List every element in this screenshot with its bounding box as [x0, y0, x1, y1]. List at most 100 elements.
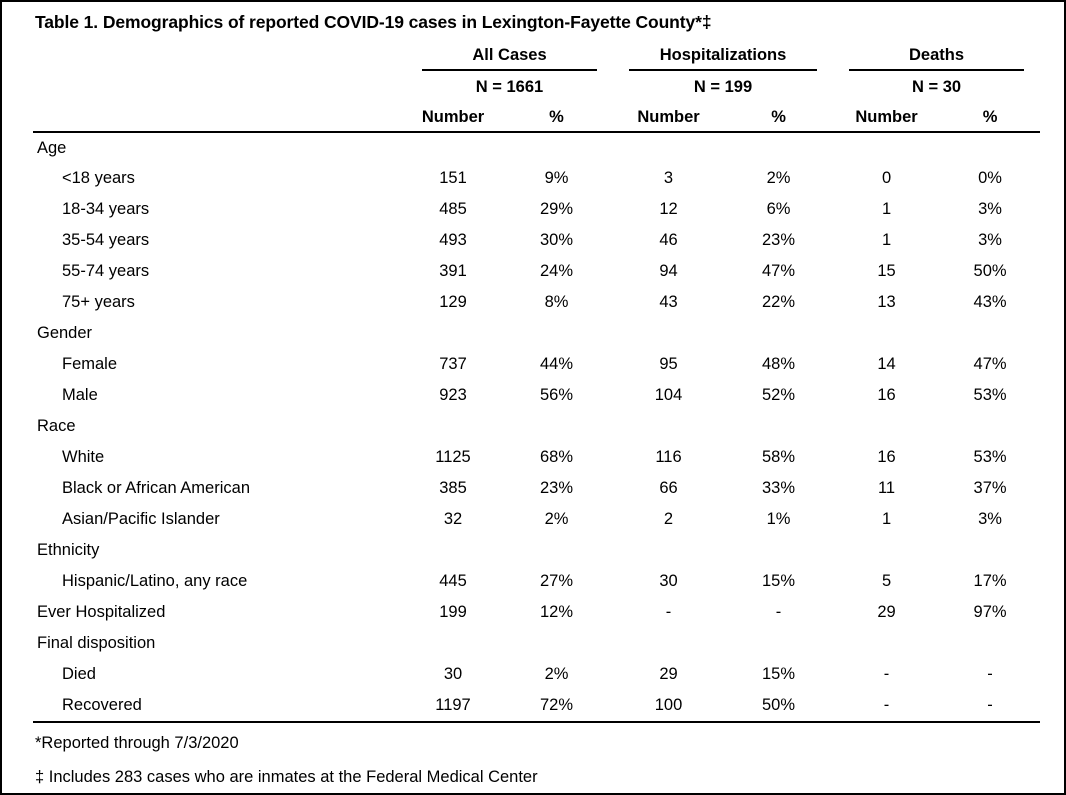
cell-value: 2: [663, 510, 674, 528]
cell-value: 97%: [973, 603, 1007, 621]
cell-value: 13: [877, 293, 896, 311]
table-row: 18-34 years 485 29% 12 6% 1 3%: [33, 194, 1040, 225]
table-row: Gender: [33, 318, 1040, 349]
cell-value: 0%: [978, 169, 1002, 187]
table-row: Race: [33, 411, 1040, 442]
cell-value: [940, 411, 1040, 442]
page-title: Table 1. Demographics of reported COVID-…: [35, 12, 712, 32]
cell-value: -: [883, 696, 890, 714]
cell-value: [406, 535, 500, 566]
cell-value: 116: [655, 448, 682, 466]
cell-value: [724, 628, 833, 659]
cell-value: 12: [659, 200, 678, 218]
row-label: White: [62, 448, 105, 466]
column-header-number: Number: [833, 103, 941, 133]
cell-value: 14: [877, 355, 896, 373]
cell-value: 27%: [539, 572, 574, 590]
table-row: Hispanic/Latino, any race 445 27% 30 15% 5 17%: [33, 566, 1040, 597]
row-label: Died: [62, 665, 96, 683]
group-header-hospitalizations: Hospitalizations: [613, 37, 833, 71]
cell-value: 53%: [973, 386, 1007, 404]
column-header-percent: %: [724, 103, 834, 133]
table-row: 55-74 years 391 24% 94 47% 15 50%: [33, 256, 1040, 287]
cell-value: 58%: [762, 448, 796, 466]
cell-value: 43%: [973, 293, 1007, 311]
cell-value: 3%: [978, 510, 1002, 528]
cell-value: 48%: [762, 355, 796, 373]
cell-value: 56%: [539, 386, 574, 404]
cell-value: 72%: [539, 696, 574, 714]
group-label-all-cases: All Cases: [422, 46, 598, 71]
cell-value: 5: [881, 572, 892, 590]
cell-value: 1: [881, 200, 892, 218]
cell-value: -: [883, 665, 890, 683]
cell-value: 385: [439, 479, 467, 497]
cell-value: 23%: [762, 231, 796, 249]
cell-value: 12%: [539, 603, 574, 621]
cell-value: [940, 132, 1040, 163]
cell-value: 3%: [978, 231, 1002, 249]
cell-value: 104: [654, 386, 683, 404]
cell-value: -: [775, 603, 782, 621]
cell-value: 16: [877, 386, 896, 404]
column-header-number: Number: [406, 103, 500, 133]
table-header: All Cases Hospitalizations Deaths N = 16…: [33, 37, 1041, 133]
group-label-deaths: Deaths: [849, 46, 1025, 71]
row-label: Ever Hospitalized: [37, 603, 166, 621]
cell-value: [724, 535, 833, 566]
table-row: Male 923 56% 104 52% 16 53%: [33, 380, 1040, 411]
table-row: Died 30 2% 29 15% - -: [33, 659, 1040, 690]
table-row: <18 years 151 9% 3 2% 0 0%: [33, 163, 1040, 194]
cell-value: 37%: [973, 479, 1007, 497]
cell-value: [940, 535, 1040, 566]
cell-value: 53%: [973, 448, 1007, 466]
cell-value: 23%: [539, 479, 574, 497]
cell-value: 22%: [762, 293, 796, 311]
row-label: 55-74 years: [62, 262, 150, 280]
row-label: Final disposition: [37, 634, 156, 652]
table-row: White 1125 68% 116 58% 16 53%: [33, 442, 1040, 473]
row-label: 18-34 years: [62, 200, 150, 218]
cell-value: 94: [659, 262, 678, 280]
table-row: Female 737 44% 95 48% 14 47%: [33, 349, 1040, 380]
cell-value: [406, 318, 500, 349]
group-header-deaths: Deaths: [833, 37, 1040, 71]
cell-value: 29%: [539, 200, 574, 218]
cell-value: [940, 318, 1040, 349]
row-label: Black or African American: [62, 479, 250, 497]
cell-value: 33%: [762, 479, 796, 497]
header-spacer: [33, 71, 406, 103]
header-spacer: [33, 37, 406, 71]
cell-value: [406, 628, 500, 659]
cell-value: 1: [881, 510, 892, 528]
cell-value: 15: [877, 262, 896, 280]
cell-value: 46: [659, 231, 678, 249]
cell-value: 95: [659, 355, 678, 373]
cell-value: 129: [439, 293, 467, 311]
table-body: Age <18 years 151 9% 3 2% 0 0% 18-34 years 485 29%…: [33, 132, 1040, 721]
cell-value: 391: [439, 262, 467, 280]
row-label: Female: [62, 355, 118, 373]
cell-value: 923: [439, 386, 467, 404]
subheader-row: Number % Number % Number %: [33, 103, 1041, 133]
row-label: Age: [37, 138, 67, 157]
cell-value: 100: [654, 696, 683, 714]
cell-value: 50%: [762, 696, 796, 714]
column-header-number: Number: [613, 103, 725, 133]
cell-value: [613, 132, 724, 163]
cell-value: 43: [659, 293, 678, 311]
cell-value: [406, 411, 500, 442]
group-header-all-cases: All Cases: [406, 37, 613, 71]
n-count-hospitalizations: N = 199: [693, 77, 753, 96]
cell-value: 47%: [762, 262, 796, 280]
cell-value: [940, 628, 1040, 659]
row-label: <18 years: [62, 169, 135, 187]
cell-value: 3%: [978, 200, 1002, 218]
group-label-hospitalizations: Hospitalizations: [629, 46, 818, 71]
cell-value: 1: [881, 231, 892, 249]
n-count-deaths: N = 30: [911, 77, 962, 96]
n-count-row: N = 1661 N = 199 N = 30: [33, 71, 1040, 103]
cell-value: [613, 318, 724, 349]
cell-value: 1197: [435, 696, 471, 714]
